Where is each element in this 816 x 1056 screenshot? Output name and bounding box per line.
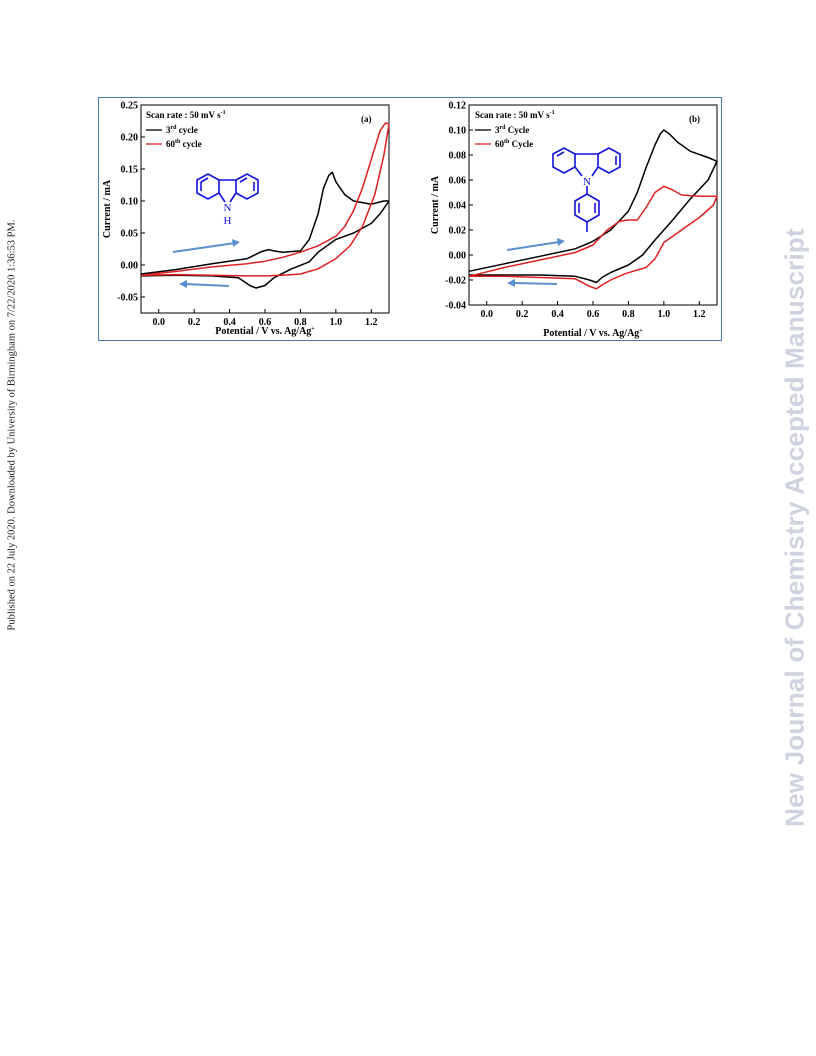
panel-b-legend-label-1: 3rd Cycle (495, 125, 529, 135)
panel-a-chart: 0.0 0.2 0.4 0.6 0.8 1.0 1.2 0.25 0.20 0.15 0.10 0.0… (102, 101, 390, 337)
panel-a-xtick-label: 1.2 (365, 317, 378, 328)
panel-a-xtick-label: 0.4 (223, 317, 236, 328)
panel-a-ytick-label: 0.15 (121, 165, 139, 176)
panel-a-legend-label-1: 3rd cycle (166, 125, 198, 135)
panel-a-series-cycle-60-line (140, 122, 390, 277)
panel-b-ytick-label: 0.08 (449, 151, 467, 162)
panel-a-forward-arrow (172, 242, 236, 253)
panel-a-hydrogen-label: H (224, 215, 232, 227)
panel-b-ytick-label: 0.02 (449, 226, 467, 237)
panel-b-ytick-label: 0.00 (449, 251, 467, 262)
panel-b-xlabel: Potential / V vs. Ag/Ag+ (543, 328, 643, 339)
panel-a-ylabel: Current / mA (102, 179, 113, 238)
panel-b-ytick-label: -0.04 (445, 301, 466, 312)
panel-b-label: (b) (689, 114, 700, 124)
panel-a-xtick-label: 0.2 (188, 317, 201, 328)
panel-a-xtick-label: 0.0 (152, 317, 165, 328)
panel-b-phenylcarbazole-structure (552, 147, 621, 232)
panel-b-xtick-label: 0.4 (551, 309, 564, 320)
panel-b-nitrogen-label: N (583, 176, 591, 188)
panel-b-ytick-label: 0.12 (449, 101, 467, 112)
panel-b-ytick-label: 0.06 (449, 176, 467, 187)
panel-b-series-cycle-3-line (468, 129, 718, 284)
panel-a-plot-border (140, 104, 390, 314)
panel-b-ytick-label: 0.10 (449, 126, 467, 137)
panel-b-series-cycle-60-line (468, 185, 718, 290)
panel-b-xtick-label: 1.0 (658, 309, 671, 320)
panel-b-legend-label-2: 60th Cycle (495, 139, 533, 149)
panel-b-xtick-label: 0.8 (622, 309, 635, 320)
figure-svg: 0.0 0.2 0.4 0.6 0.8 1.0 1.20.250.200.150.100.0… (102, 101, 718, 339)
panel-b-reverse-arrow (512, 282, 558, 285)
panel-b-xtick-label: 0.2 (516, 309, 529, 320)
panel-a-nitrogen-label: N (224, 202, 232, 214)
panel-a-ytick-label: 0.00 (121, 261, 139, 272)
panel-a-scan-rate: Scan rate : 50 mV s-1 (146, 110, 226, 120)
panel-a-carbazole-structure (196, 173, 259, 203)
panel-a-ytick-label: 0.25 (121, 101, 139, 112)
panel-a-xtick-label: 0.6 (259, 317, 272, 328)
publication-note: Published on 22 July 2020. Downloaded by… (6, 219, 18, 631)
panel-b-scan-rate: Scan rate : 50 mV s-1 (475, 110, 555, 120)
panel-a-xtick-label: 0.8 (294, 317, 307, 328)
panel-b-chart: 0.0 0.2 0.4 0.6 0.8 1.0 1.2 0.12 0.10 0.08 0.06 0.0… (430, 101, 718, 339)
panel-b-xtick-label: 1.2 (693, 309, 706, 320)
panel-a-xtick-label: 1.0 (330, 317, 343, 328)
panel-b-reverse-arrowhead (507, 279, 515, 287)
panel-a-ytick-label: 0.20 (121, 133, 139, 144)
panel-b-forward-arrowhead (557, 238, 565, 246)
panel-a-reverse-arrow (184, 283, 230, 287)
panel-a-label: (a) (361, 114, 372, 124)
journal-watermark: New Journal of Chemistry Accepted Manusc… (779, 228, 810, 827)
panel-b-xtick-label: 0.0 (480, 309, 493, 320)
panel-b-forward-arrow (506, 241, 560, 251)
panel-a-ytick-label: 0.05 (121, 229, 139, 240)
panel-a-ytick-label: 0.10 (121, 197, 139, 208)
panel-a-forward-arrowhead (232, 239, 240, 247)
panel-b-ytick-label: -0.02 (445, 276, 466, 287)
panel-b-ylabel: Current / mA (430, 175, 441, 234)
panel-a-legend-label-2: 60th cycle (166, 139, 202, 149)
panel-b-xtick-label: 0.6 (587, 309, 600, 320)
panel-a-reverse-arrowhead (179, 280, 187, 288)
panel-b-ytick-label: 0.04 (449, 201, 467, 212)
panel-a-ytick-label: -0.05 (117, 293, 138, 304)
panel-a-xlabel: Potential / V vs. Ag/Ag+ (215, 326, 315, 337)
figure-frame: 0.0 0.2 0.4 0.6 0.8 1.0 1.2 0.25 0.20 0.15 0.10 0.0… (98, 97, 722, 341)
